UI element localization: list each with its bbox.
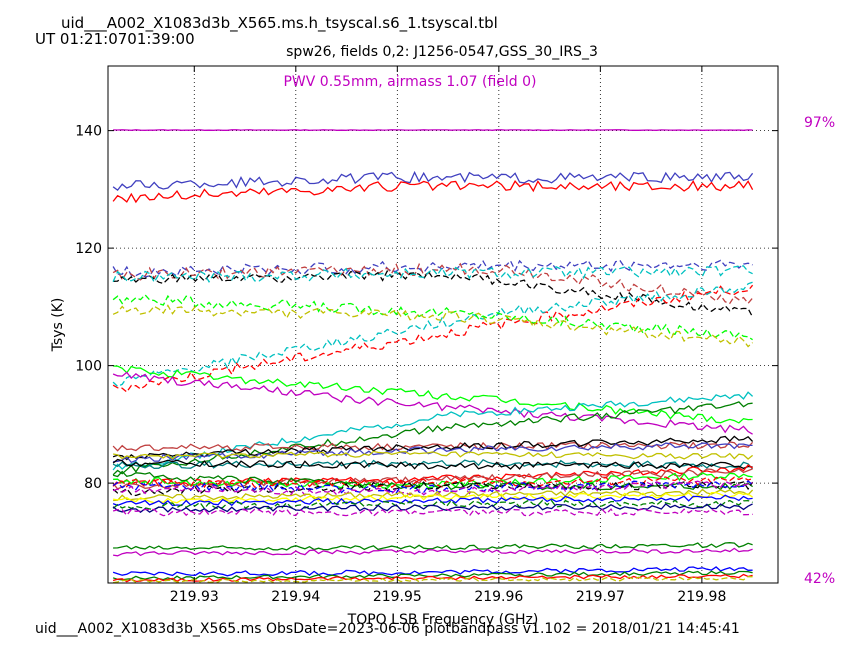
series-line <box>112 479 754 494</box>
series-line <box>113 488 754 502</box>
chart-title: spw26, fields 0,2: J1256-0547,GSS_30_IRS… <box>286 44 598 60</box>
ut-timestamp: UT 01:21:0701:39:00 <box>35 30 195 48</box>
x-tick-label: 219.94 <box>271 589 320 605</box>
series-line <box>113 575 753 584</box>
y-tick-label: 100 <box>75 359 102 375</box>
series-line <box>113 472 753 490</box>
series-line <box>113 365 753 424</box>
pwv-annotation: PWV 0.55mm, airmass 1.07 (field 0) <box>283 74 536 90</box>
x-axis-label: TOPO LSB Frequency (GHz) <box>347 612 539 628</box>
series-line <box>112 265 753 284</box>
series-line <box>113 129 753 131</box>
y-tick-label: 120 <box>75 241 102 257</box>
y-tick-label: 80 <box>84 476 102 492</box>
series-line <box>112 284 754 393</box>
footer-info: uid___A002_X1083d3b_X565.ms ObsDate=2023… <box>35 621 740 637</box>
series-line <box>112 573 753 583</box>
page-title: uid___A002_X1083d3b_X565.ms.h_tsyscal.s6… <box>61 14 498 32</box>
y-axis-label: Tsys (K) <box>50 298 66 353</box>
x-tick-label: 219.96 <box>474 589 523 605</box>
series-line <box>112 491 753 504</box>
series-line <box>112 281 753 388</box>
series-line <box>112 458 754 470</box>
x-tick-label: 219.93 <box>170 589 219 605</box>
series-line <box>112 450 754 460</box>
series-line <box>112 566 753 577</box>
y-tick-label: 140 <box>75 124 102 140</box>
series-line <box>112 259 753 278</box>
series-line <box>112 435 754 461</box>
series-line <box>112 304 754 348</box>
series-line <box>112 464 753 488</box>
series-line <box>112 468 753 490</box>
series-line <box>112 180 754 204</box>
series-line <box>113 542 753 551</box>
series-line <box>112 494 753 507</box>
plot-frame <box>107 65 779 584</box>
series-line <box>112 371 753 435</box>
series-line <box>112 481 754 497</box>
series-line <box>112 476 753 489</box>
series-line <box>112 480 753 497</box>
series-line <box>112 470 753 491</box>
x-tick-label: 219.95 <box>373 589 422 605</box>
series-line <box>112 170 754 191</box>
series-line <box>113 269 754 318</box>
series-line <box>113 442 753 464</box>
series-line <box>113 547 753 557</box>
series-line <box>112 503 753 514</box>
series-layer <box>112 129 754 584</box>
x-tick-label: 219.97 <box>576 589 625 605</box>
series-line <box>112 401 753 476</box>
tick-labels: 219.93 219.94 219.95 219.96 219.97 219.98 80 10… <box>75 124 726 605</box>
right-label-top: 97% <box>804 115 835 131</box>
grid-lines <box>108 66 778 583</box>
tick-marks <box>108 66 778 583</box>
series-line <box>112 293 753 341</box>
series-line <box>112 458 753 470</box>
series-line <box>112 508 753 517</box>
series-line <box>112 441 754 452</box>
x-tick-label: 219.98 <box>677 589 726 605</box>
right-label-bottom: 42% <box>804 571 835 587</box>
